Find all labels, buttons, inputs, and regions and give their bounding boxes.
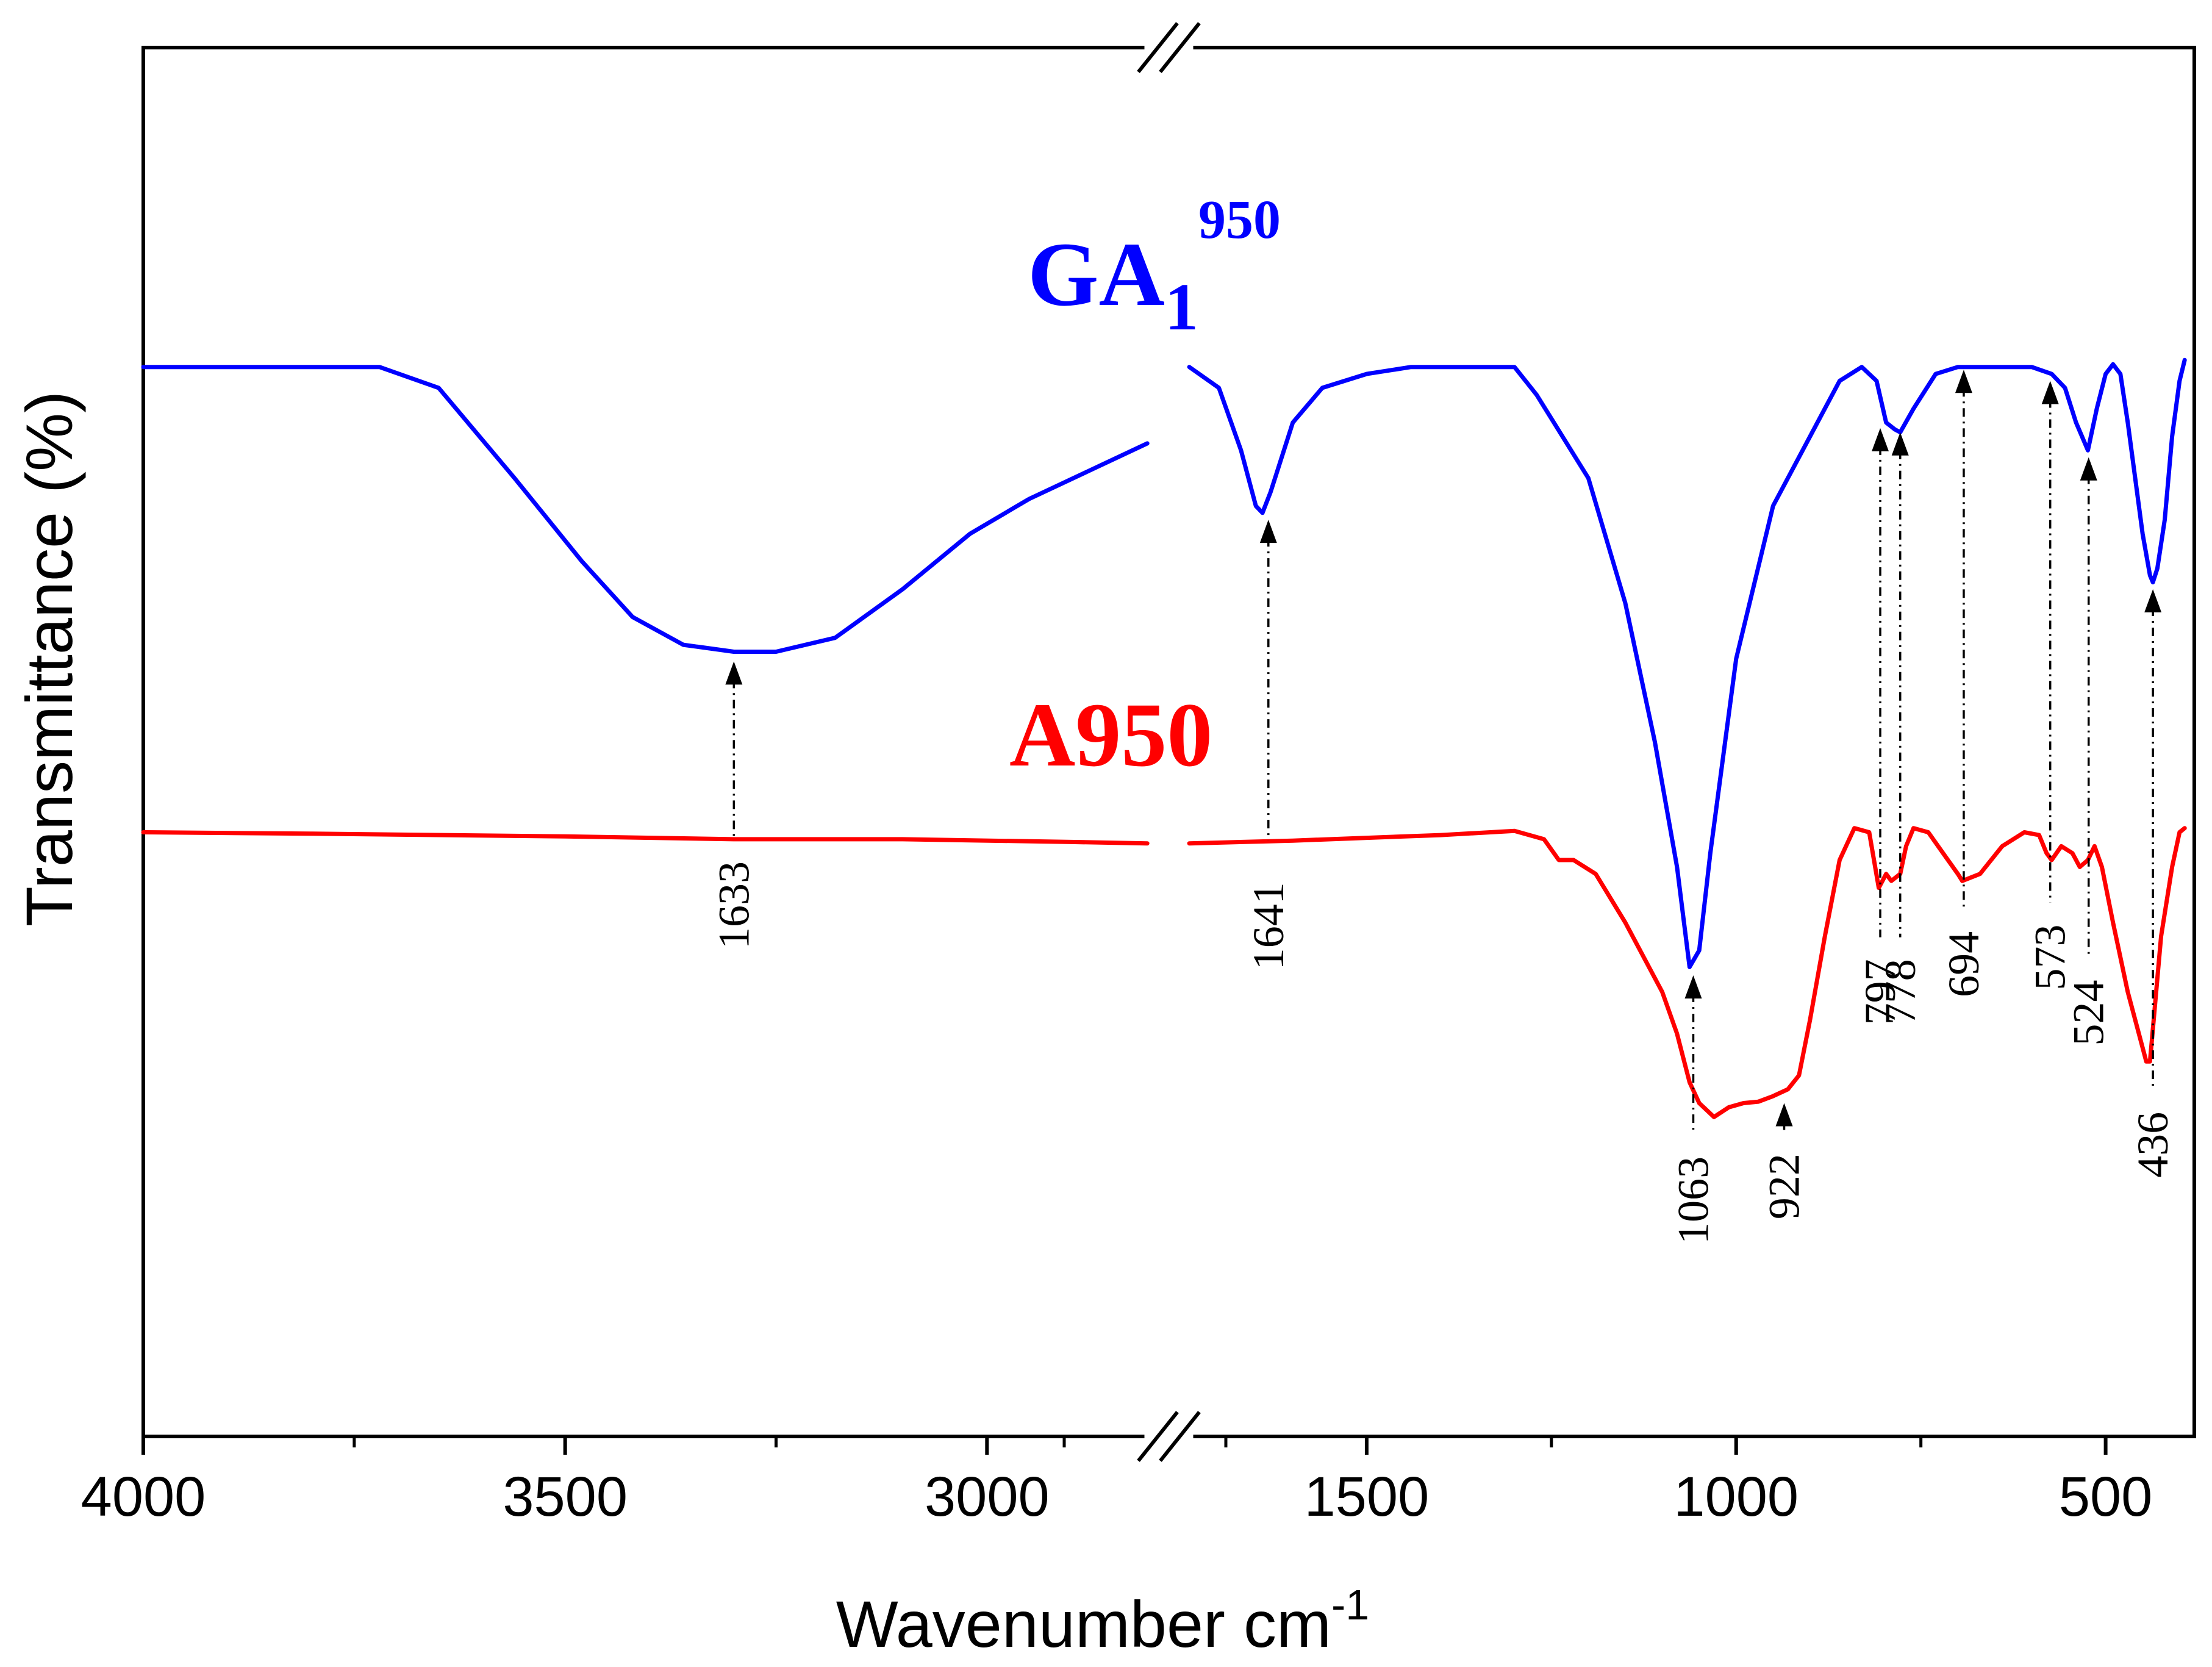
series-label-ga1-sub: 1 (1165, 270, 1198, 344)
x-tick-label: 4000 (81, 1466, 206, 1528)
peak-label-1633: 1633 (709, 861, 758, 949)
x-tick-label: 1000 (1673, 1466, 1799, 1528)
peak-arrow (1891, 432, 1909, 456)
axis-break-slash (1159, 1411, 1201, 1462)
peak-arrow (1684, 975, 1702, 999)
series-label-ga1-950: GA1950 (1028, 190, 1281, 344)
peak-label-922: 922 (1760, 1153, 1809, 1219)
peak-arrow (1775, 1103, 1793, 1127)
peak-arrow (1259, 520, 1277, 543)
x-axis-title-sup: -1 (1331, 1581, 1369, 1629)
axis-break-slash (1137, 1411, 1179, 1462)
axis-break-mask (1137, 22, 1201, 1462)
axis-break-slash (1159, 22, 1201, 73)
series-label-ga1-main: GA (1028, 224, 1165, 325)
x-axis-ticks (141, 1436, 2108, 1455)
peak-arrow (2041, 381, 2059, 404)
peak-arrow (1955, 370, 1972, 393)
series-line-a950-seg1 (1187, 826, 2187, 1119)
axis-break-gap (1144, 1430, 1194, 1443)
peak-label-436: 436 (2128, 1112, 2177, 1178)
x-axis-title-main: Wavenumber cm (836, 1587, 1331, 1661)
series-label-a950: A950 (1009, 684, 1212, 786)
series-line-a950-seg0 (141, 830, 1150, 846)
peak-label-573: 573 (2026, 924, 2075, 990)
x-axis-tick-labels: 4000 3500 3000 1500 1000 500 (81, 1466, 2153, 1528)
series-line-ga1-950-seg1 (1187, 357, 2187, 969)
peak-arrow (2144, 589, 2162, 613)
x-tick-label: 1500 (1305, 1466, 1430, 1528)
peak-label-524: 524 (2064, 980, 2113, 1046)
axis-break-slash (1137, 22, 1179, 73)
peak-arrow (2080, 457, 2097, 481)
peak-label-778: 778 (1876, 959, 1925, 1025)
x-tick-label: 500 (2059, 1466, 2153, 1528)
peak-label-1641: 1641 (1244, 882, 1293, 970)
peak-label-694: 694 (1939, 931, 1988, 997)
peak-label-797: 797 (1856, 959, 1905, 1025)
series-group (141, 357, 2187, 1119)
y-axis-title: Transmittance (%) (12, 391, 86, 927)
peak-arrow (725, 661, 743, 685)
peak-label-1063: 1063 (1669, 1156, 1717, 1244)
x-tick-label: 3000 (925, 1466, 1050, 1528)
series-line-ga1-950-seg0 (141, 365, 1150, 654)
series-label-ga1-sup: 950 (1198, 190, 1281, 250)
axis-break-gap (1144, 41, 1194, 54)
peak-arrow (1872, 428, 1889, 451)
x-axis-title: Wavenumber cm-1 (836, 1581, 1369, 1661)
x-tick-label: 3500 (503, 1466, 628, 1528)
